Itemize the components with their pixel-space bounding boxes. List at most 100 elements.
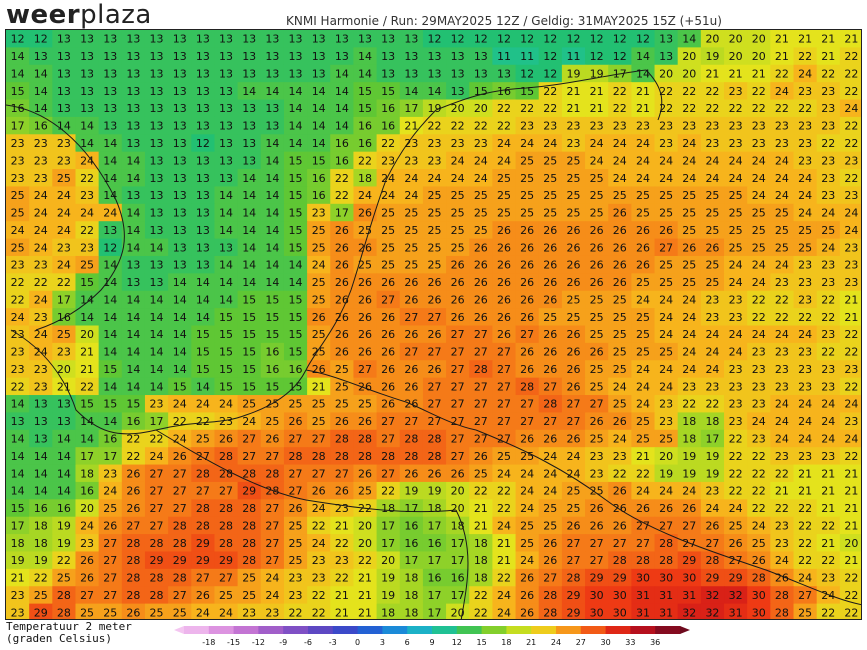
temperature-cell: [608, 186, 632, 205]
temperature-value: 15: [289, 154, 303, 167]
temperature-value: 27: [428, 380, 442, 393]
temperature-cell: [144, 412, 169, 431]
temperature-value: 28: [636, 554, 650, 567]
temperature-value: 26: [126, 502, 140, 515]
temperature-cell: [422, 134, 447, 153]
temperature-cell: [376, 47, 401, 66]
temperature-value: 15: [11, 502, 25, 515]
temperature-value: 23: [34, 137, 48, 150]
temperature-value: 13: [289, 67, 303, 80]
temperature-value: 28: [150, 537, 164, 550]
temperature-cell: [515, 221, 540, 240]
temperature-value: 24: [682, 363, 696, 376]
temperature-cell: [52, 377, 77, 396]
brand-bold: weer: [6, 0, 81, 30]
temperature-value: 25: [358, 224, 372, 237]
temperature-cell: [770, 360, 795, 379]
temperature-cell: [75, 273, 100, 292]
temperature-cell: [422, 464, 447, 483]
temperature-cell: [515, 481, 540, 500]
temperature-value: 26: [520, 311, 534, 324]
temperature-value: 32: [705, 589, 719, 602]
temperature-value: 19: [566, 67, 580, 80]
temperature-cell: [307, 586, 331, 605]
temperature-value: 15: [289, 241, 303, 254]
temperature-cell: [98, 499, 123, 518]
temperature-cell: [747, 82, 771, 101]
temperature-value: 18: [80, 467, 94, 480]
temperature-cell: [98, 412, 123, 431]
temperature-cell: [608, 290, 632, 309]
temperature-value: 12: [543, 33, 557, 46]
temperature-value: 15: [242, 363, 256, 376]
temperature-value: 23: [775, 519, 789, 532]
temperature-cell: [75, 203, 100, 222]
temperature-cell: [839, 603, 861, 619]
temperature-value: 12: [451, 33, 465, 46]
temperature-cell: [168, 273, 192, 292]
temperature-value: 31: [659, 606, 673, 619]
temperature-cell: [446, 238, 470, 257]
temperature-value: 14: [103, 154, 117, 167]
temperature-value: 23: [752, 120, 766, 133]
temperature-value: 20: [752, 50, 766, 63]
temperature-cell: [283, 429, 308, 448]
temperature-value: 13: [358, 33, 372, 46]
temperature-value: 13: [265, 50, 279, 63]
temperature-value: 15: [289, 224, 303, 237]
temperature-cell: [376, 447, 401, 466]
temperature-value: 25: [613, 346, 627, 359]
temperature-cell: [376, 82, 401, 101]
temperature-cell: [816, 64, 841, 83]
temperature-cell: [469, 464, 493, 483]
temperature-value: 14: [103, 346, 117, 359]
temperature-map[interactable]: 12 12 13 13 13 13 13 13 13 13 13 13 13 13 13 13 13 13 12 12…: [5, 29, 862, 620]
temperature-cell: [144, 116, 169, 135]
temperature-value: 25: [242, 572, 256, 585]
temperature-cell: [677, 186, 702, 205]
temperature-cell: [585, 551, 609, 570]
temperature-value: 14: [150, 380, 164, 393]
legend-swatch: [605, 626, 631, 634]
temperature-cell: [631, 99, 656, 118]
temperature-cell: [654, 47, 679, 66]
temperature-value: 30: [590, 589, 604, 602]
temperature-cell: [724, 290, 748, 309]
temperature-value: 19: [381, 589, 395, 602]
temperature-cell: [52, 551, 77, 570]
temperature-value: 23: [289, 572, 303, 585]
temperature-cell: [422, 169, 447, 188]
temperature-value: 28: [705, 554, 719, 567]
temperature-cell: [608, 481, 632, 500]
temperature-value: 14: [219, 207, 233, 220]
temperature-cell: [561, 64, 586, 83]
temperature-value: 27: [659, 241, 673, 254]
temperature-cell: [399, 429, 424, 448]
temperature-cell: [747, 342, 771, 361]
temperature-cell: [515, 47, 540, 66]
temperature-cell: [515, 64, 540, 83]
temperature-cell: [191, 151, 216, 170]
temperature-value: 23: [775, 276, 789, 289]
temperature-cell: [307, 30, 331, 48]
temperature-cell: [121, 203, 146, 222]
temperature-cell: [75, 586, 100, 605]
temperature-cell: [492, 221, 517, 240]
temperature-cell: [654, 116, 679, 135]
temperature-value: 22: [497, 485, 511, 498]
temperature-cell: [631, 568, 656, 587]
temperature-value: 25: [682, 276, 696, 289]
temperature-value: 26: [381, 276, 395, 289]
temperature-value: 17: [451, 589, 465, 602]
temperature-cell: [631, 325, 656, 344]
temperature-field: [6, 30, 861, 619]
temperature-value: 24: [34, 241, 48, 254]
temperature-cell: [816, 429, 841, 448]
temperature-value: 12: [428, 33, 442, 46]
temperature-value: 22: [80, 380, 94, 393]
temperature-cell: [793, 360, 818, 379]
temperature-cell: [214, 464, 239, 483]
temperature-value: 14: [150, 363, 164, 376]
temperature-cell: [816, 273, 841, 292]
temperature-cell: [839, 273, 861, 292]
